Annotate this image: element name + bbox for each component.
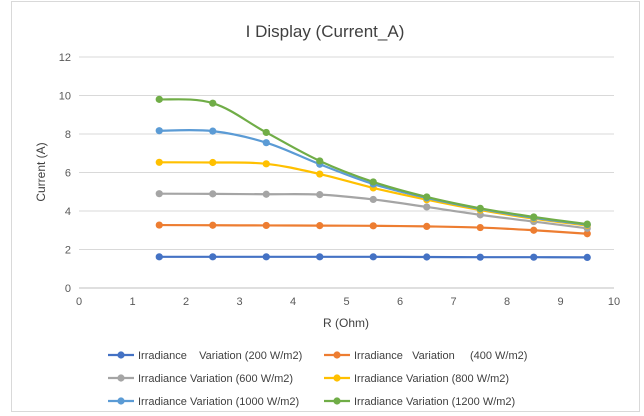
x-tick-label: 9 xyxy=(557,296,563,308)
series-layer xyxy=(155,95,591,261)
data-point xyxy=(423,253,431,261)
series-6 xyxy=(155,95,591,228)
series-line xyxy=(159,128,588,226)
gridlines xyxy=(79,56,614,289)
legend-item: Irradiance Variation (800 W/m2) xyxy=(324,373,509,385)
data-point xyxy=(262,139,270,147)
data-point xyxy=(530,226,538,234)
x-tick-label: 7 xyxy=(450,296,456,308)
y-axis-tick-labels: 0 2 4 6 8 10 12 xyxy=(59,52,71,295)
data-point xyxy=(530,213,538,221)
data-point xyxy=(155,127,163,135)
legend-label: Irradiance Variation (200 W/m2) xyxy=(138,350,302,362)
legend-marker xyxy=(117,397,125,405)
data-point xyxy=(209,253,217,261)
data-point xyxy=(155,253,163,261)
legend-marker xyxy=(117,374,125,382)
data-point xyxy=(316,170,324,178)
x-axis-title: R (Ohm) xyxy=(323,316,369,330)
data-point xyxy=(262,128,270,137)
data-point xyxy=(583,253,591,261)
series-3 xyxy=(155,190,591,232)
x-tick-label: 2 xyxy=(183,296,189,308)
data-point xyxy=(209,158,217,167)
chart-frame xyxy=(11,1,640,412)
data-point xyxy=(369,178,377,186)
data-point xyxy=(583,230,591,238)
y-axis-title: Current (A) xyxy=(34,142,48,201)
data-point xyxy=(262,160,270,168)
data-point xyxy=(476,253,484,261)
data-point xyxy=(369,253,377,261)
legend-label: Irradiance Variation (600 W/m2) xyxy=(138,373,293,385)
legend-label: Irradiance Variation (400 W/m2) xyxy=(354,350,527,362)
data-point xyxy=(155,221,163,229)
y-tick-label: 6 xyxy=(65,168,71,180)
data-point xyxy=(209,221,217,229)
legend-marker xyxy=(117,351,125,359)
data-point xyxy=(155,190,163,198)
y-tick-label: 2 xyxy=(65,245,71,257)
x-tick-label: 6 xyxy=(397,296,403,308)
data-point xyxy=(423,203,431,211)
data-point xyxy=(262,221,270,230)
data-point xyxy=(316,157,324,165)
data-point xyxy=(155,158,163,166)
series-1 xyxy=(155,253,591,261)
x-tick-label: 0 xyxy=(76,296,82,308)
x-tick-label: 8 xyxy=(504,296,510,308)
data-point xyxy=(423,222,431,230)
y-tick-label: 12 xyxy=(59,52,71,64)
y-tick-label: 8 xyxy=(65,129,71,141)
data-point xyxy=(369,222,377,230)
y-tick-label: 0 xyxy=(65,283,71,295)
legend-item: Irradiance Variation (600 W/m2) xyxy=(108,373,293,385)
x-tick-label: 3 xyxy=(236,296,242,308)
legend-marker xyxy=(333,374,341,382)
legend-label: Irradiance Variation (1200 W/m2) xyxy=(354,396,515,408)
x-tick-label: 10 xyxy=(608,296,620,308)
x-tick-label: 5 xyxy=(343,296,349,308)
legend-item: Irradiance Variation (400 W/m2) xyxy=(324,350,527,362)
data-point xyxy=(476,223,484,232)
x-tick-label: 4 xyxy=(290,296,296,308)
data-point xyxy=(209,190,217,198)
legend-marker xyxy=(333,397,341,405)
y-tick-label: 4 xyxy=(65,206,71,218)
legend-label: Irradiance Variation (800 W/m2) xyxy=(354,373,509,385)
legend: Irradiance Variation (200 W/m2) Irradianc… xyxy=(108,350,527,408)
series-2 xyxy=(155,221,591,238)
data-point xyxy=(530,253,538,261)
data-point xyxy=(369,195,377,204)
series-5 xyxy=(155,127,591,229)
data-point xyxy=(316,191,324,199)
data-point xyxy=(476,204,484,212)
data-point xyxy=(262,253,270,261)
legend-item: Irradiance Variation (1000 W/m2) xyxy=(108,396,299,408)
x-tick-label: 1 xyxy=(129,296,135,308)
data-point xyxy=(316,253,324,261)
data-point xyxy=(583,220,591,228)
legend-item: Irradiance Variation (1200 W/m2) xyxy=(324,396,515,408)
data-point xyxy=(209,99,217,107)
data-point xyxy=(262,190,270,198)
data-point xyxy=(316,222,324,230)
legend-item: Irradiance Variation (200 W/m2) xyxy=(108,350,302,362)
data-point xyxy=(423,193,431,201)
chart-title: I Display (Current_A) xyxy=(246,22,405,41)
y-tick-label: 10 xyxy=(59,91,71,103)
legend-label: Irradiance Variation (1000 W/m2) xyxy=(138,396,299,408)
x-axis-tick-labels: 0 1 2 3 4 5 6 7 8 9 10 xyxy=(76,296,620,308)
data-point xyxy=(209,127,217,135)
data-point xyxy=(155,95,163,103)
legend-marker xyxy=(333,351,341,359)
